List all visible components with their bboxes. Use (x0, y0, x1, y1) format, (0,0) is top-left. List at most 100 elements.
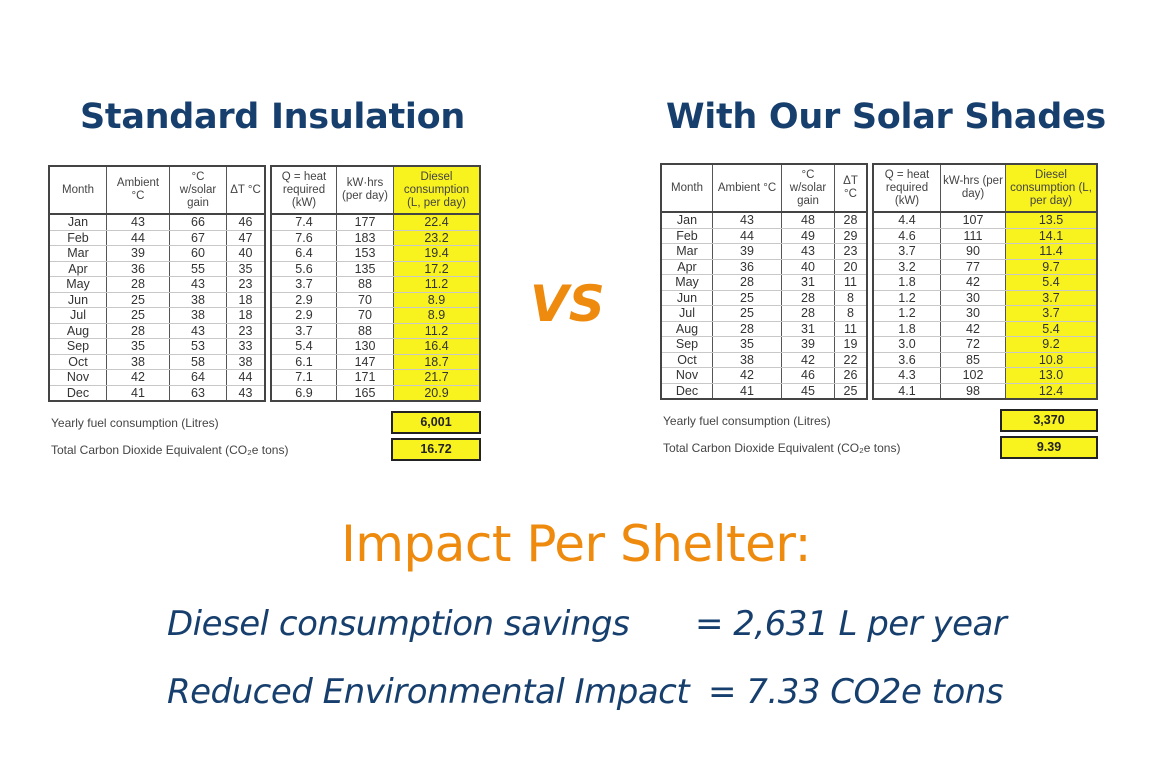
table-row: 7.6 183 23.2 (270, 230, 481, 246)
diesel-savings-value: = 2,631 L per year (695, 604, 1007, 644)
co2-value: 16.72 (391, 438, 481, 461)
table-row: Aug 28 31 11 (660, 321, 868, 337)
cell-solar-gain: 38 (169, 292, 227, 308)
cell-delta-t: 11 (834, 321, 868, 337)
cell-month: Nov (48, 369, 107, 386)
cell-solar-gain: 40 (781, 259, 835, 275)
table-row: 3.7 90 11.4 (872, 243, 1098, 260)
yearly-fuel-label: Yearly fuel consumption (Litres) (663, 413, 831, 428)
cell-diesel: 19.4 (393, 245, 481, 262)
table-row: 2.9 70 8.9 (270, 307, 481, 324)
table-row: Jun 25 28 8 (660, 290, 868, 306)
table-row: 7.4 177 22.4 (270, 214, 481, 231)
cell-ambient: 36 (106, 261, 170, 277)
cell-heat-required: 7.6 (270, 230, 337, 246)
header-kwh: kW·hrs (per day) (336, 165, 394, 215)
table-row: May 28 43 23 (48, 276, 266, 293)
cell-kwh: 171 (336, 369, 394, 386)
cell-kwh: 88 (336, 323, 394, 339)
co2-label: Total Carbon Dioxide Equivalent (CO₂e to… (663, 440, 901, 455)
cell-ambient: 25 (106, 292, 170, 308)
cell-diesel: 17.2 (393, 261, 481, 277)
cell-month: Feb (660, 228, 713, 244)
table-row: 4.3 102 13.0 (872, 367, 1098, 384)
cell-kwh: 70 (336, 307, 394, 324)
cell-month: Dec (48, 385, 107, 402)
cell-heat-required: 4.3 (872, 367, 941, 384)
cell-month: Jun (660, 290, 713, 306)
cell-delta-t: 23 (834, 243, 868, 260)
cell-diesel: 9.2 (1005, 336, 1098, 353)
table-row: Sep 35 53 33 (48, 338, 266, 355)
header-diesel: Diesel consumption (L, per day) (393, 165, 481, 215)
cell-ambient: 43 (712, 212, 782, 229)
cell-kwh: 102 (940, 367, 1006, 384)
cell-kwh: 70 (336, 292, 394, 308)
cell-solar-gain: 66 (169, 214, 227, 231)
cell-heat-required: 1.8 (872, 321, 941, 337)
cell-solar-gain: 31 (781, 321, 835, 337)
cell-kwh: 42 (940, 321, 1006, 337)
cell-heat-required: 2.9 (270, 307, 337, 324)
table-row: Oct 38 58 38 (48, 354, 266, 370)
table-row: 1.2 30 3.7 (872, 290, 1098, 306)
cell-diesel: 5.4 (1005, 321, 1098, 337)
table-row: 3.2 77 9.7 (872, 259, 1098, 275)
cell-solar-gain: 43 (169, 276, 227, 293)
cell-ambient: 28 (712, 274, 782, 291)
cell-kwh: 135 (336, 261, 394, 277)
cell-diesel: 9.7 (1005, 259, 1098, 275)
table-row: 7.1 171 21.7 (270, 369, 481, 386)
impact-title: Impact Per Shelter: (341, 515, 811, 573)
cell-solar-gain: 55 (169, 261, 227, 277)
table-row: 1.2 30 3.7 (872, 305, 1098, 322)
header-heat-required: Q = heat required (kW) (872, 163, 941, 213)
cell-kwh: 98 (940, 383, 1006, 400)
cell-solar-gain: 63 (169, 385, 227, 402)
cell-delta-t: 25 (834, 383, 868, 400)
cell-delta-t: 40 (226, 245, 266, 262)
cell-diesel: 13.5 (1005, 212, 1098, 229)
cell-diesel: 13.0 (1005, 367, 1098, 384)
table-row: Jul 25 28 8 (660, 305, 868, 322)
table-row: 2.9 70 8.9 (270, 292, 481, 308)
cell-ambient: 28 (106, 276, 170, 293)
cell-heat-required: 1.2 (872, 290, 941, 306)
cell-heat-required: 3.7 (872, 243, 941, 260)
cell-kwh: 147 (336, 354, 394, 370)
cell-ambient: 28 (712, 321, 782, 337)
table-row: Jan 43 66 46 (48, 214, 266, 231)
cell-ambient: 36 (712, 259, 782, 275)
summary: Yearly fuel consumption (Litres) 3,370 T… (660, 400, 1098, 459)
cell-heat-required: 7.4 (270, 214, 337, 231)
cell-ambient: 39 (712, 243, 782, 260)
cell-solar-gain: 58 (169, 354, 227, 370)
cell-ambient: 28 (106, 323, 170, 339)
cell-solar-gain: 28 (781, 305, 835, 322)
cell-diesel: 21.7 (393, 369, 481, 386)
header-delta-t: ΔT °C (226, 165, 266, 215)
cell-diesel: 8.9 (393, 292, 481, 308)
cell-ambient: 38 (712, 352, 782, 368)
co2-row: Total Carbon Dioxide Equivalent (CO₂e to… (660, 436, 1098, 459)
header-ambient: Ambient °C (106, 165, 170, 215)
yearly-fuel-value: 3,370 (1000, 409, 1098, 432)
cell-delta-t: 8 (834, 290, 868, 306)
cell-heat-required: 4.4 (872, 212, 941, 229)
cell-month: Mar (48, 245, 107, 262)
co2-value: 9.39 (1000, 436, 1098, 459)
table-row: 4.6 111 14.1 (872, 228, 1098, 244)
table-row: Apr 36 55 35 (48, 261, 266, 277)
cell-delta-t: 26 (834, 367, 868, 384)
cell-month: Nov (660, 367, 713, 384)
cell-month: Apr (48, 261, 107, 277)
cell-delta-t: 29 (834, 228, 868, 244)
cell-delta-t: 11 (834, 274, 868, 291)
cell-delta-t: 23 (226, 323, 266, 339)
cell-heat-required: 6.9 (270, 385, 337, 402)
cell-delta-t: 38 (226, 354, 266, 370)
cell-kwh: 111 (940, 228, 1006, 244)
table-row: 1.8 42 5.4 (872, 274, 1098, 291)
solar-shades-heading: With Our Solar Shades (666, 97, 1106, 137)
cell-month: Mar (660, 243, 713, 260)
